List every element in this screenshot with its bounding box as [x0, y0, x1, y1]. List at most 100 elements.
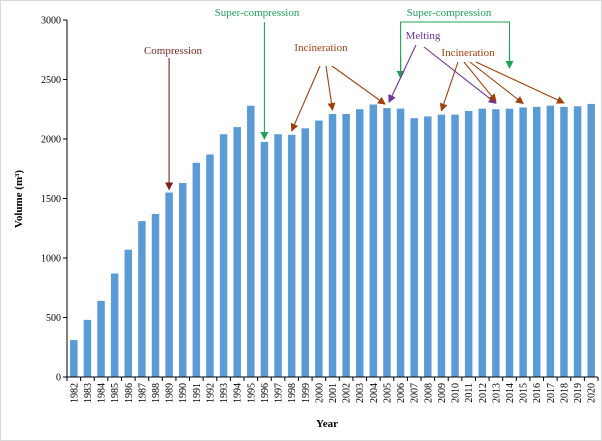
bar-2017	[546, 105, 555, 378]
x-tick-label: 1984	[97, 383, 108, 403]
bar-1993	[219, 134, 228, 377]
x-tick-label: 1997	[274, 383, 285, 403]
bar-1987	[138, 221, 146, 377]
x-tick-label: 2013	[491, 383, 502, 403]
bar-2006	[396, 108, 405, 378]
x-axis-title: Year	[316, 418, 338, 430]
x-tick-label: 2006	[396, 383, 407, 403]
x-tick-label: 1989	[165, 383, 176, 403]
bar-1986	[124, 249, 133, 377]
x-tick-label: 1986	[124, 383, 135, 403]
x-tick-label: 2004	[369, 383, 380, 403]
bar-1997	[274, 134, 282, 377]
bar-2014	[505, 108, 514, 378]
x-tick-label: 2015	[519, 383, 530, 403]
bar-2010	[451, 114, 459, 378]
y-tick-label: 2000	[41, 135, 61, 146]
y-tick-label: 2500	[41, 75, 61, 86]
bar-2008	[424, 116, 432, 377]
y-tick-label: 1500	[41, 194, 61, 205]
bar-1998	[287, 134, 296, 377]
bar-2015	[519, 107, 527, 378]
bar-2016	[532, 106, 541, 378]
annotation-super-compression-2: Super-compression	[407, 7, 492, 19]
bar-2020	[587, 103, 595, 377]
bar-2001	[328, 114, 337, 377]
x-tick-label: 2010	[451, 383, 462, 403]
bar-2004	[369, 104, 378, 378]
x-tick-label: 2009	[437, 383, 448, 403]
bar-1984	[97, 300, 105, 377]
y-tick-label: 3000	[41, 16, 61, 27]
x-tick-label: 2019	[573, 383, 584, 403]
x-tick-label: 1990	[178, 383, 189, 403]
y-axis-title: Volume (m³)	[13, 170, 25, 229]
y-tick-label: 1000	[41, 254, 61, 265]
x-tick-label: 1993	[219, 383, 230, 403]
annotation-super-compression-1: Super-compression	[215, 7, 300, 19]
x-tick-label: 2018	[559, 383, 570, 403]
x-tick-label: 2011	[464, 383, 475, 403]
bar-2000	[315, 120, 323, 377]
x-tick-label: 2012	[478, 383, 489, 403]
annotation-compression: Compression	[144, 45, 203, 57]
x-tick-label: 2005	[382, 383, 393, 403]
y-tick-label: 0	[56, 373, 61, 384]
annotation-arrow	[331, 65, 386, 105]
x-tick-label: 1985	[110, 383, 121, 403]
bar-1992	[206, 154, 214, 377]
x-tick-label: 1991	[192, 383, 203, 403]
x-tick-label: 1987	[137, 383, 148, 403]
bar-1989	[165, 192, 173, 377]
x-tick-label: 2008	[423, 383, 434, 403]
x-tick-label: 2003	[355, 383, 366, 403]
x-tick-label: 1988	[151, 383, 162, 403]
annotation-arrow	[423, 46, 497, 104]
bar-1983	[83, 319, 92, 377]
bar-2005	[383, 108, 391, 377]
bar-2012	[478, 108, 487, 378]
bar-1994	[233, 127, 241, 377]
bar-1991	[192, 162, 201, 377]
annotation-arrow	[463, 61, 497, 103]
bar-2003	[355, 109, 364, 377]
bar-2011	[464, 111, 473, 377]
bar-2007	[410, 118, 418, 378]
annotation-arrow	[325, 65, 336, 111]
annotation-arrow	[388, 44, 417, 104]
x-tick-label: 1998	[287, 383, 298, 403]
y-tick-label: 500	[46, 313, 61, 324]
x-tick-label: 2020	[587, 383, 598, 403]
x-tick-label: 2000	[314, 383, 325, 403]
annotation-melting: Melting	[406, 30, 441, 42]
annotation-bracket	[400, 21, 511, 76]
bar-1982	[70, 340, 78, 377]
bar-series	[70, 103, 595, 378]
x-tick-label: 2002	[342, 383, 353, 403]
bar-2019	[573, 106, 582, 377]
x-tick-label: 1982	[69, 383, 80, 403]
annotation-arrow	[469, 61, 524, 105]
bar-2002	[342, 114, 350, 377]
annotation-arrow	[439, 61, 459, 112]
bar-1985	[110, 273, 119, 377]
bar-1988	[151, 213, 160, 377]
x-tick-label: 1992	[205, 383, 216, 403]
x-tick-label: 2014	[505, 383, 516, 403]
x-tick-label: 2017	[546, 383, 557, 403]
x-tick-label: 1999	[301, 383, 312, 403]
x-tick-label: 1996	[260, 383, 271, 403]
x-tick-label: 1983	[83, 383, 94, 403]
axes: 0 500 1000 1500 2000 2500 3000 1982 1983 1984 1985…	[41, 16, 599, 403]
bar-2009	[437, 114, 446, 378]
bar-1995	[247, 105, 255, 378]
annotation-incineration-1: Incineration	[294, 42, 348, 54]
x-tick-label: 2001	[328, 383, 339, 403]
x-tick-label: 2007	[410, 383, 421, 403]
bar-2018	[560, 106, 568, 378]
x-tick-label: 1994	[233, 383, 244, 403]
x-tick-label: 1995	[246, 383, 257, 403]
annotation-arrow	[290, 65, 321, 132]
annotations: Compression Super-compression Incineration…	[144, 7, 565, 191]
